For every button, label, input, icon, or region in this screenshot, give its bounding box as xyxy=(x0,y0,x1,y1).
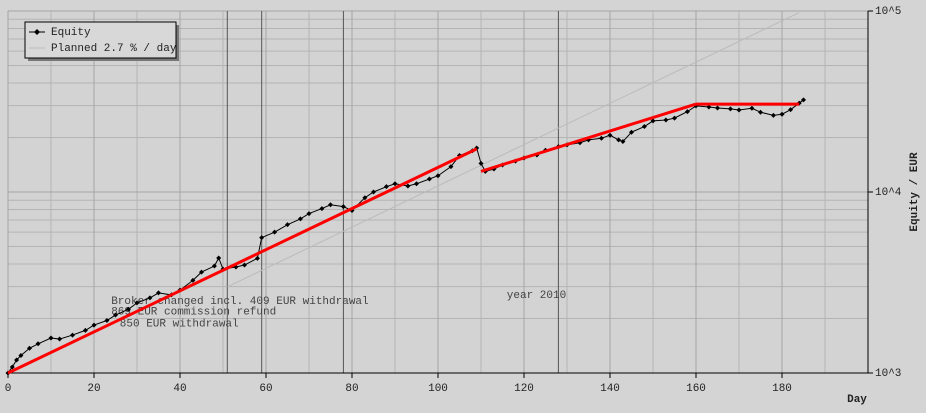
x-tick-label: 60 xyxy=(259,383,272,395)
equity-marker xyxy=(414,181,419,187)
annotation: 850 EUR withdrawal xyxy=(120,319,239,331)
equity-marker xyxy=(426,176,432,182)
y-tick-label: 10^3 xyxy=(875,368,901,380)
equity-marker xyxy=(259,235,265,241)
annotation: 869 EUR commission refund xyxy=(111,307,276,319)
equity-marker xyxy=(478,160,484,166)
equity-marker xyxy=(147,295,153,301)
equity-marker xyxy=(285,222,290,228)
equity-marker xyxy=(9,364,15,370)
equity-marker xyxy=(91,322,97,328)
legend-marker xyxy=(34,29,40,35)
equity-marker xyxy=(134,300,140,306)
x-tick-label: 0 xyxy=(5,383,12,395)
equity-marker xyxy=(328,202,333,208)
equity-marker xyxy=(641,124,647,130)
equity-marker xyxy=(104,318,110,324)
equity-marker xyxy=(272,229,278,235)
y-tick-label: 10^4 xyxy=(875,187,902,199)
legend-box xyxy=(24,21,177,59)
x-tick-label: 120 xyxy=(514,383,534,395)
equity-marker xyxy=(672,115,677,121)
x-tick-label: 160 xyxy=(686,383,706,395)
equity-marker xyxy=(82,327,88,333)
equity-marker xyxy=(70,332,75,338)
equity-marker xyxy=(319,206,325,212)
equity-marker xyxy=(706,104,712,110)
equity-marker xyxy=(736,107,742,113)
planned-line xyxy=(227,12,800,288)
legend-label: Equity xyxy=(51,27,91,39)
equity-marker xyxy=(616,137,622,143)
y-tick-label: 10^5 xyxy=(875,6,901,18)
equity-marker xyxy=(362,195,368,201)
equity-marker xyxy=(254,255,260,261)
legend-label: Planned 2.7 % / day xyxy=(51,43,177,55)
equity-marker xyxy=(48,335,54,341)
equity-marker xyxy=(199,269,204,275)
equity-marker xyxy=(801,97,806,103)
x-tick-label: 100 xyxy=(428,383,448,395)
equity-marker xyxy=(113,312,118,318)
equity-marker xyxy=(297,216,303,222)
equity-marker xyxy=(770,112,776,118)
equity-marker xyxy=(758,109,763,115)
equity-marker xyxy=(371,189,376,195)
annotation: Broker changed incl. 409 EUR withdrawal xyxy=(111,296,368,308)
equity-marker xyxy=(788,107,794,113)
equity-marker xyxy=(392,181,398,187)
y-axis-label: Equity / EUR xyxy=(909,152,921,232)
equity-marker xyxy=(663,117,669,123)
equity-marker xyxy=(35,341,41,347)
x-axis-label: Day xyxy=(847,394,867,406)
equity-marker xyxy=(242,262,247,268)
equity-marker xyxy=(607,132,613,138)
equity-marker xyxy=(620,139,626,145)
equity-marker xyxy=(306,211,312,217)
equity-marker xyxy=(650,118,656,124)
x-tick-label: 180 xyxy=(772,383,792,395)
trend-line xyxy=(7,147,478,375)
x-tick-label: 40 xyxy=(173,383,186,395)
annotation: year 2010 xyxy=(507,290,566,302)
equity-marker xyxy=(14,357,20,363)
equity-marker xyxy=(211,263,217,269)
equity-marker xyxy=(27,345,32,351)
trend-line xyxy=(480,102,697,173)
equity-marker xyxy=(57,336,63,342)
equity-marker xyxy=(216,255,222,261)
equity-marker xyxy=(684,109,690,115)
equity-marker xyxy=(383,184,389,190)
equity-marker xyxy=(598,135,604,141)
equity-marker xyxy=(405,183,411,189)
equity-marker xyxy=(435,173,441,179)
equity-marker xyxy=(340,204,346,210)
x-tick-label: 20 xyxy=(87,383,100,395)
equity-marker xyxy=(18,352,24,358)
equity-marker xyxy=(749,105,755,111)
equity-marker xyxy=(727,106,733,112)
equity-marker xyxy=(190,277,196,283)
equity-marker xyxy=(448,164,454,170)
equity-marker xyxy=(715,105,720,111)
equity-line xyxy=(7,99,804,374)
equity-marker xyxy=(779,111,785,117)
equity-marker xyxy=(125,306,131,312)
equity-marker xyxy=(156,290,161,296)
x-tick-label: 80 xyxy=(345,383,358,395)
equity-marker xyxy=(629,129,634,135)
x-tick-label: 140 xyxy=(600,383,620,395)
